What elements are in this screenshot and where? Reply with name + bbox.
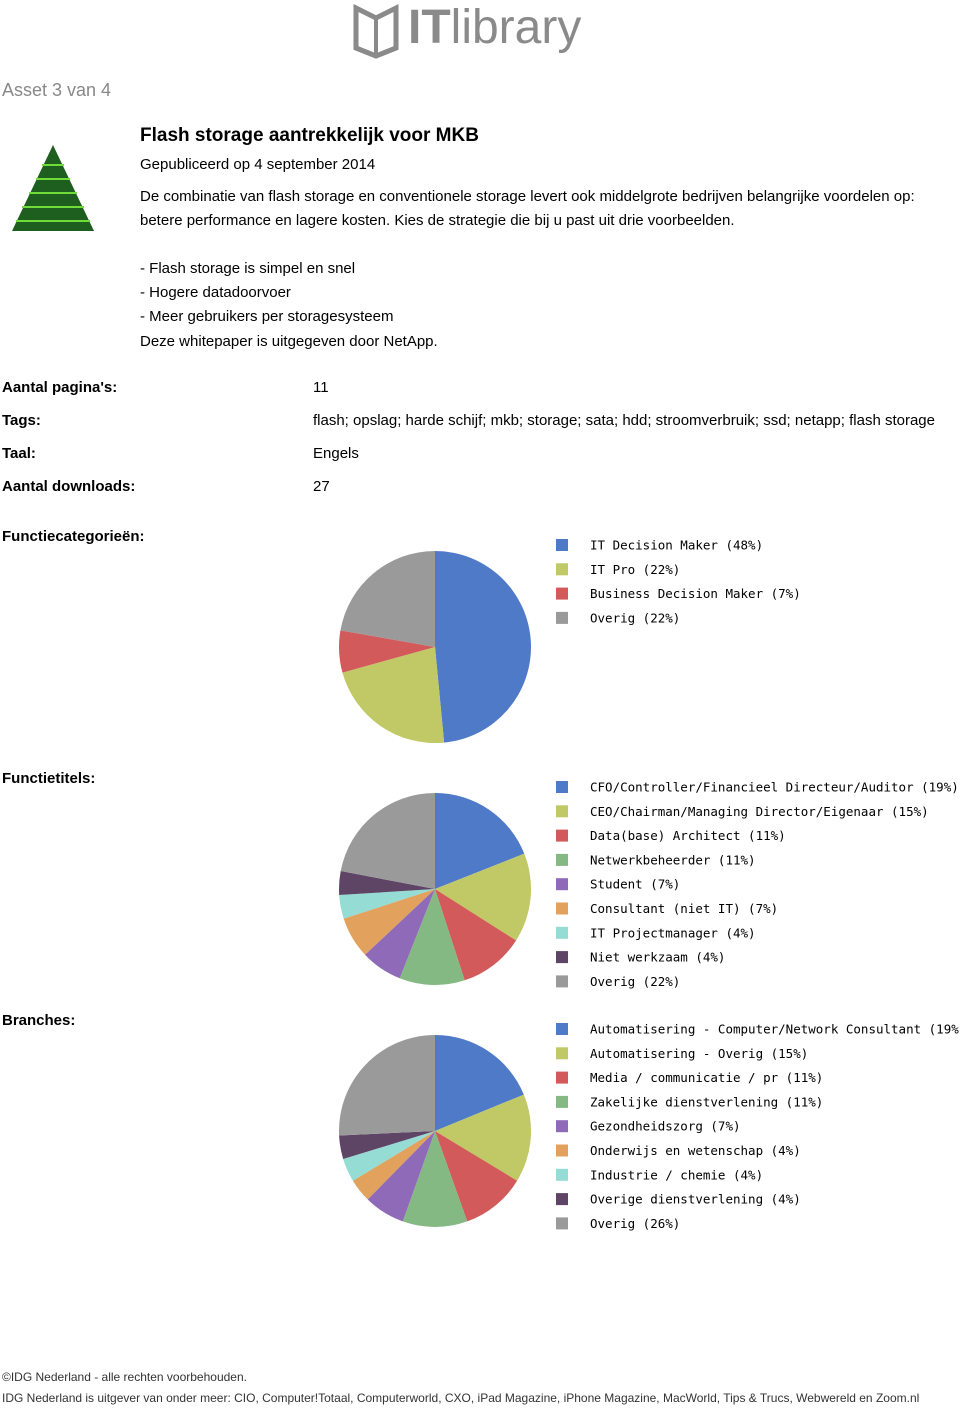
- legend-label: Overig (26%): [590, 1216, 680, 1231]
- pie-slice: [338, 1035, 435, 1136]
- meta-value: 11: [313, 379, 329, 396]
- chart-title: Functietitels:: [2, 770, 96, 787]
- bullet: - Flash storage is simpel en snel: [140, 260, 356, 277]
- legend-swatch: [556, 1168, 568, 1181]
- legend-swatch: [556, 563, 568, 576]
- legend-swatch: [556, 1120, 568, 1133]
- pie-slice: [352, 1131, 435, 1200]
- pie-slice: [339, 889, 435, 919]
- chart-title: Functiecategorieën:: [2, 528, 145, 545]
- legend-swatch: [556, 587, 568, 600]
- meta-value: flash; opslag; harde schijf; mkb; storag…: [313, 412, 935, 429]
- legend-swatch: [556, 1144, 568, 1157]
- legend-label: IT Projectmanager (4%): [590, 925, 756, 940]
- pie-slice: [339, 871, 435, 896]
- pie-slice: [435, 889, 517, 981]
- legend-label: Niet werkzaam (4%): [590, 950, 725, 965]
- legend-swatch: [556, 1193, 568, 1206]
- pie-slice: [435, 793, 525, 889]
- bullet: - Meer gebruikers per storagesysteem: [140, 308, 394, 325]
- legend-swatch: [556, 781, 568, 793]
- legend-swatch: [556, 926, 568, 939]
- legend-label: Overig (22%): [590, 610, 680, 625]
- pie-slice: [435, 1094, 531, 1181]
- pie-slice: [338, 630, 435, 673]
- legend-swatch: [556, 951, 568, 964]
- legend-swatch: [556, 878, 568, 891]
- logo-bold: IT: [408, 1, 451, 54]
- meta-value: 27: [313, 478, 330, 495]
- publisher-note: Deze whitepaper is uitgegeven door NetAp…: [140, 333, 438, 350]
- meta-label: Aantal downloads:: [2, 478, 136, 495]
- published: Gepubliceerd op 4 september 2014: [140, 156, 376, 173]
- pie-slice: [339, 1131, 435, 1159]
- logo: ITlibrary: [353, 1, 581, 59]
- legend-swatch: [556, 829, 568, 842]
- pie-slice: [367, 1131, 435, 1222]
- pie-slice: [342, 647, 445, 743]
- pie-slice: [340, 551, 435, 647]
- legend-label: Overige dienstverlening (4%): [590, 1192, 801, 1207]
- pie-slice: [435, 1131, 518, 1222]
- legend-label: Automatisering - Computer/Network Consul…: [590, 1022, 960, 1037]
- footer-publishers: IDG Nederland is uitgever van onder meer…: [2, 1391, 920, 1405]
- legend-label: Industrie / chemie (4%): [590, 1167, 763, 1182]
- chart-title: Branches:: [2, 1012, 76, 1029]
- legend-label: Zakelijke dienstverlening (11%): [590, 1094, 823, 1109]
- legend-label: Student (7%): [590, 877, 680, 892]
- legend-label: Data(base) Architect (11%): [590, 828, 786, 843]
- legend-label: Overig (22%): [590, 974, 680, 989]
- legend-label: Netwerkbeheerder (11%): [590, 852, 756, 867]
- asset-counter: Asset 3 van 4: [2, 80, 112, 100]
- legend-label: Automatisering - Overig (15%): [590, 1046, 808, 1061]
- pie-slice: [343, 889, 435, 955]
- description: De combinatie van flash storage en conve…: [140, 188, 915, 229]
- pie-slice: [343, 1131, 435, 1181]
- legend-label: CFO/Controller/Financieel Directeur/Audi…: [590, 780, 959, 795]
- bullet: - Hogere datadoorvoer: [140, 284, 291, 301]
- legend-swatch: [556, 611, 568, 624]
- legend-label: IT Pro (22%): [590, 562, 680, 577]
- legend-label: Media / communicatie / pr (11%): [590, 1070, 823, 1085]
- legend-swatch: [556, 1047, 568, 1060]
- legend-label: Business Decision Maker (7%): [590, 586, 801, 601]
- legend-swatch: [556, 1071, 568, 1084]
- logo-rest: library: [451, 1, 582, 54]
- legend-swatch: [556, 805, 568, 818]
- legend-label: IT Decision Maker (48%): [590, 538, 763, 553]
- copyright: ©IDG Nederland - alle rechten voorbehoud…: [2, 1370, 247, 1384]
- pie-slice: [399, 889, 465, 985]
- legend-swatch: [556, 539, 568, 551]
- legend-label: Onderwijs en wetenschap (4%): [590, 1143, 801, 1158]
- meta-label: Taal:: [2, 445, 36, 462]
- pie-slice: [365, 889, 435, 979]
- pie-slice: [435, 551, 532, 743]
- legend-label: Gezondheidszorg (7%): [590, 1119, 741, 1134]
- legend-swatch: [556, 853, 568, 866]
- pie-slice: [435, 1035, 524, 1131]
- meta-value: Engels: [313, 445, 359, 462]
- legend-swatch: [556, 975, 568, 988]
- legend-swatch: [556, 902, 568, 915]
- legend-label: CEO/Chairman/Managing Director/Eigenaar …: [590, 804, 929, 819]
- pie-slice: [435, 853, 531, 941]
- legend-label: Consultant (niet IT) (7%): [590, 901, 778, 916]
- meta-label: Aantal pagina's:: [2, 379, 118, 396]
- pie-slice: [340, 793, 435, 889]
- legend-swatch: [556, 1023, 568, 1035]
- article-title: Flash storage aantrekkelijk voor MKB: [140, 125, 479, 146]
- thumbnail: [12, 145, 94, 231]
- legend-swatch: [556, 1217, 568, 1230]
- pie-slice: [402, 1131, 468, 1228]
- logo-text: ITlibrary: [408, 1, 581, 54]
- meta-label: Tags:: [2, 412, 41, 429]
- legend-swatch: [556, 1095, 568, 1108]
